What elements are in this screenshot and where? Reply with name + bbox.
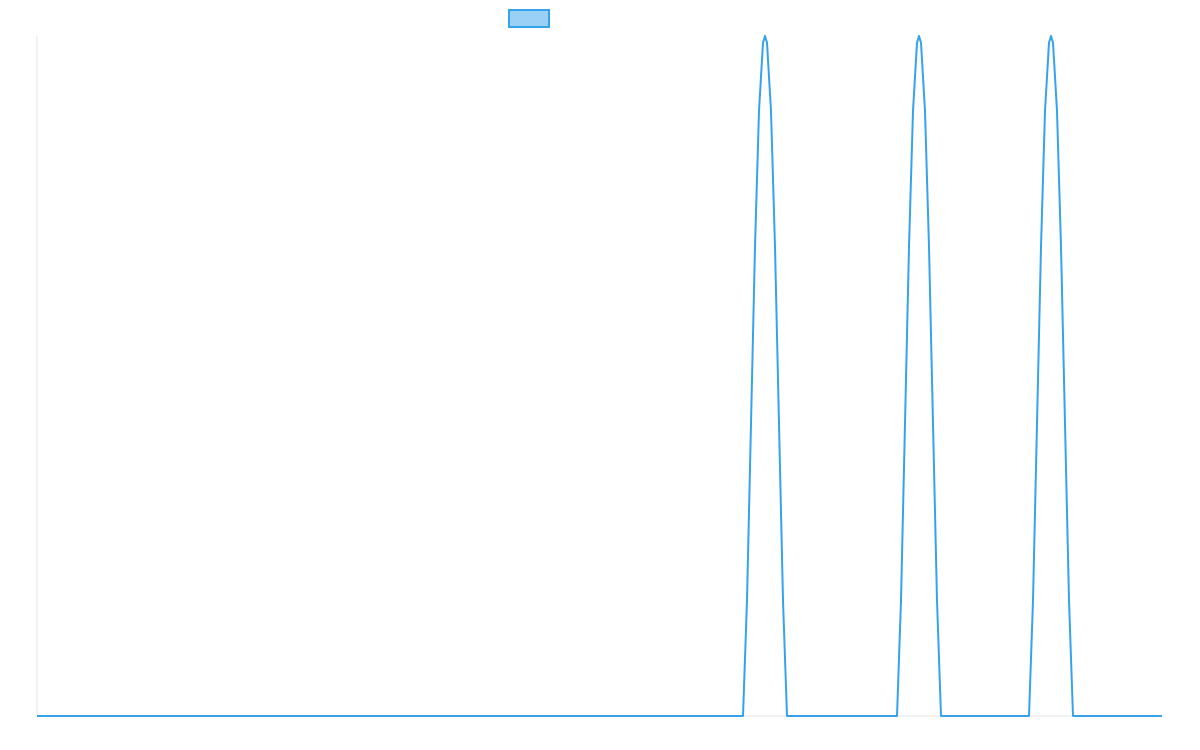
series-line[interactable] bbox=[37, 35, 1162, 717]
axes bbox=[36, 36, 1162, 717]
legend[interactable] bbox=[508, 8, 556, 28]
legend-swatch[interactable] bbox=[508, 8, 550, 28]
series-layer bbox=[37, 35, 1162, 717]
